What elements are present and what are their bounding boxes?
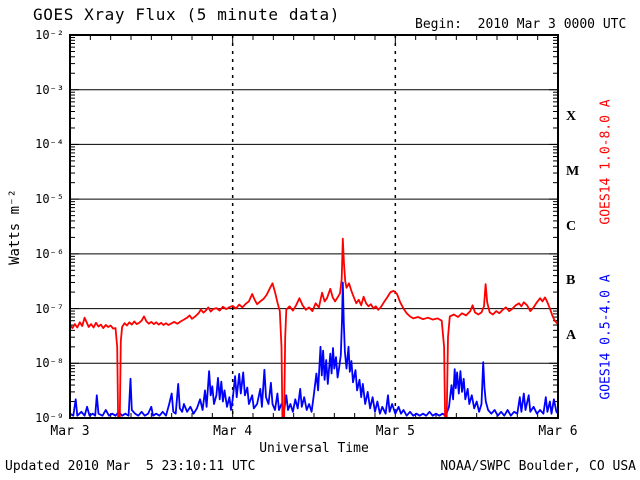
x-axis-title: Universal Time [259, 441, 369, 456]
y-tick-label: 10⁻² [35, 28, 64, 42]
y-tick-label: 10⁻⁶ [35, 246, 64, 261]
updated-timestamp: Updated 2010 Mar 5 23:10:11 UTC [5, 459, 256, 474]
y-tick-label: 10⁻⁷ [35, 301, 64, 316]
plot-border [69, 34, 559, 419]
y-tick-label: 10⁻³ [35, 82, 64, 97]
y-tick-label: 10⁻⁴ [35, 137, 64, 152]
y-tick-label: 10⁻⁸ [35, 356, 64, 371]
flare-class-letter-b: B [566, 273, 576, 289]
x-tick-label: Mar 4 [213, 424, 253, 439]
series-goes14-0.5-4.0-a [70, 281, 558, 417]
flare-class-letter-x: X [566, 109, 577, 125]
flare-class-letter-a: A [566, 327, 577, 343]
y-tick-label: 10⁻⁹ [35, 411, 64, 425]
x-tick-label: Mar 6 [538, 424, 578, 439]
x-tick-label: Mar 5 [375, 424, 415, 439]
flare-class-letter-c: C [566, 218, 577, 234]
begin-time-label: Begin: 2010 Mar 3 0000 UTC [415, 17, 627, 32]
flare-class-letter-m: M [566, 163, 580, 179]
series-label-short-channel: GOES14 0.5-4.0 A [598, 274, 614, 400]
x-tick-label: Mar 3 [50, 424, 90, 439]
chart-title: GOES Xray Flux (5 minute data) [33, 5, 340, 24]
y-axis-title: Watts m⁻² [7, 189, 23, 265]
y-tick-label: 10⁻⁵ [35, 192, 64, 207]
series-goes14-1.0-8.0-a [70, 237, 558, 418]
source-attribution: NOAA/SWPC Boulder, CO USA [440, 459, 636, 474]
series-label-long-channel: GOES14 1.0-8.0 A [598, 99, 614, 225]
